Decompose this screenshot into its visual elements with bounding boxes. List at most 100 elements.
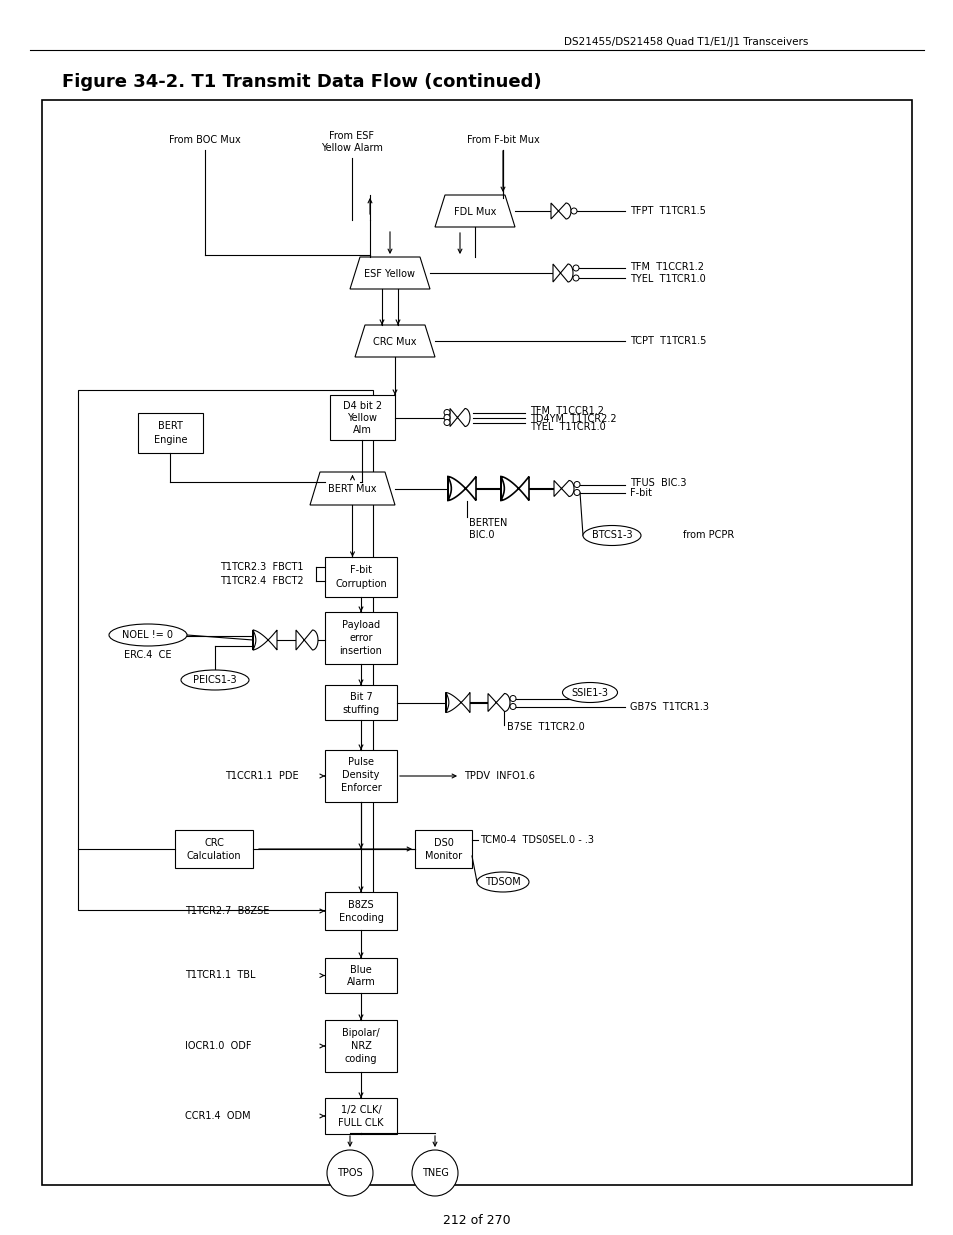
- Ellipse shape: [562, 683, 617, 703]
- Circle shape: [573, 266, 578, 270]
- Text: F-bit: F-bit: [350, 564, 372, 576]
- Text: D4 bit 2: D4 bit 2: [342, 401, 381, 411]
- Text: error: error: [349, 634, 373, 643]
- Text: ESF Yellow: ESF Yellow: [364, 269, 416, 279]
- Text: DS21455/DS21458 Quad T1/E1/J1 Transceivers: DS21455/DS21458 Quad T1/E1/J1 Transceive…: [563, 37, 807, 47]
- Text: Corruption: Corruption: [335, 579, 387, 589]
- Circle shape: [574, 482, 579, 488]
- Text: NOEL != 0: NOEL != 0: [122, 630, 173, 640]
- Text: TFM  T1CCR1.2: TFM T1CCR1.2: [530, 405, 603, 415]
- Polygon shape: [488, 694, 510, 711]
- Text: From F-bit Mux: From F-bit Mux: [466, 135, 538, 144]
- Text: CRC: CRC: [204, 839, 224, 848]
- Bar: [174, 830, 253, 868]
- Text: T1TCR2.7  B8ZSE: T1TCR2.7 B8ZSE: [185, 906, 269, 916]
- Text: BERT Mux: BERT Mux: [328, 484, 376, 494]
- Text: CRC Mux: CRC Mux: [373, 337, 416, 347]
- Bar: [42, 100, 911, 1186]
- Text: B8ZS: B8ZS: [348, 900, 374, 910]
- Text: TYEL  T1TCR1.0: TYEL T1TCR1.0: [629, 274, 705, 284]
- Polygon shape: [355, 325, 435, 357]
- Text: 212 of 270: 212 of 270: [443, 1214, 510, 1226]
- Circle shape: [573, 275, 578, 282]
- Polygon shape: [448, 477, 476, 500]
- Polygon shape: [350, 257, 430, 289]
- Text: T1TCR2.3  FBCT1: T1TCR2.3 FBCT1: [220, 562, 303, 572]
- Polygon shape: [253, 630, 276, 650]
- Text: Pulse: Pulse: [348, 757, 374, 767]
- Text: BERT: BERT: [158, 421, 183, 431]
- Ellipse shape: [181, 671, 249, 690]
- Text: PEICS1-3: PEICS1-3: [193, 676, 236, 685]
- Circle shape: [510, 695, 516, 701]
- Text: TCPT  T1TCR1.5: TCPT T1TCR1.5: [629, 336, 705, 346]
- Circle shape: [327, 1150, 373, 1195]
- Circle shape: [574, 489, 579, 495]
- Text: Bit 7: Bit 7: [349, 692, 372, 701]
- Text: Calculation: Calculation: [187, 851, 241, 861]
- Text: SSIE1-3: SSIE1-3: [571, 688, 608, 698]
- Text: T1CCR1.1  PDE: T1CCR1.1 PDE: [225, 771, 298, 781]
- Text: TNEG: TNEG: [421, 1168, 448, 1178]
- Text: DS0: DS0: [433, 839, 453, 848]
- Bar: [325, 1020, 396, 1072]
- Text: CCR1.4  ODM: CCR1.4 ODM: [185, 1112, 251, 1121]
- Circle shape: [571, 207, 577, 214]
- Ellipse shape: [476, 872, 529, 892]
- Circle shape: [443, 410, 450, 415]
- Polygon shape: [554, 480, 574, 496]
- Text: Monitor: Monitor: [424, 851, 461, 861]
- Polygon shape: [446, 693, 470, 713]
- Text: Bipolar/: Bipolar/: [342, 1028, 379, 1037]
- Text: GB7S  T1TCR1.3: GB7S T1TCR1.3: [629, 701, 708, 711]
- Circle shape: [510, 704, 516, 709]
- Text: T1TCR2.4  FBCT2: T1TCR2.4 FBCT2: [220, 576, 303, 585]
- Text: IOCR1.0  ODF: IOCR1.0 ODF: [185, 1041, 252, 1051]
- Polygon shape: [295, 630, 317, 650]
- Text: Alarm: Alarm: [346, 977, 375, 987]
- Bar: [325, 958, 396, 993]
- Bar: [325, 1098, 396, 1134]
- Polygon shape: [500, 477, 529, 500]
- Text: TYEL  T1TCR1.0: TYEL T1TCR1.0: [530, 421, 605, 431]
- Text: Density: Density: [342, 769, 379, 781]
- Text: FULL CLK: FULL CLK: [338, 1118, 383, 1128]
- Bar: [325, 750, 396, 802]
- Polygon shape: [435, 195, 515, 227]
- Ellipse shape: [109, 624, 187, 646]
- Bar: [138, 412, 203, 453]
- Bar: [325, 557, 396, 597]
- Text: TPOS: TPOS: [336, 1168, 362, 1178]
- Text: F-bit: F-bit: [629, 489, 651, 499]
- Text: Alm: Alm: [353, 425, 372, 435]
- Text: Yellow Alarm: Yellow Alarm: [321, 143, 382, 153]
- Text: ERC.4  CE: ERC.4 CE: [124, 650, 172, 659]
- Text: TFUS  BIC.3: TFUS BIC.3: [629, 478, 686, 489]
- Bar: [330, 395, 395, 440]
- Text: T1TCR1.1  TBL: T1TCR1.1 TBL: [185, 971, 255, 981]
- Circle shape: [443, 420, 450, 426]
- Text: TD4YM  T1TCR2.2: TD4YM T1TCR2.2: [530, 414, 616, 424]
- Text: 1/2 CLK/: 1/2 CLK/: [340, 1105, 381, 1115]
- Polygon shape: [450, 409, 470, 426]
- Polygon shape: [310, 472, 395, 505]
- Text: From ESF: From ESF: [329, 131, 375, 141]
- Text: stuffing: stuffing: [342, 705, 379, 715]
- Polygon shape: [553, 264, 573, 282]
- Polygon shape: [551, 203, 571, 219]
- Text: TFPT  T1TCR1.5: TFPT T1TCR1.5: [629, 206, 705, 216]
- Text: from PCPR: from PCPR: [682, 531, 734, 541]
- Ellipse shape: [582, 526, 640, 546]
- Circle shape: [412, 1150, 457, 1195]
- Text: Enforcer: Enforcer: [340, 783, 381, 793]
- Text: TDSOM: TDSOM: [485, 877, 520, 887]
- Text: BTCS1-3: BTCS1-3: [591, 531, 632, 541]
- Text: Blue: Blue: [350, 965, 372, 974]
- Text: Yellow: Yellow: [347, 412, 377, 424]
- Text: coding: coding: [344, 1053, 376, 1065]
- Bar: [325, 892, 396, 930]
- Text: NRZ: NRZ: [350, 1041, 371, 1051]
- Bar: [415, 830, 472, 868]
- Text: TCM0-4  TDS0SEL.0 - .3: TCM0-4 TDS0SEL.0 - .3: [479, 835, 594, 845]
- Text: TPDV  INFO1.6: TPDV INFO1.6: [463, 771, 535, 781]
